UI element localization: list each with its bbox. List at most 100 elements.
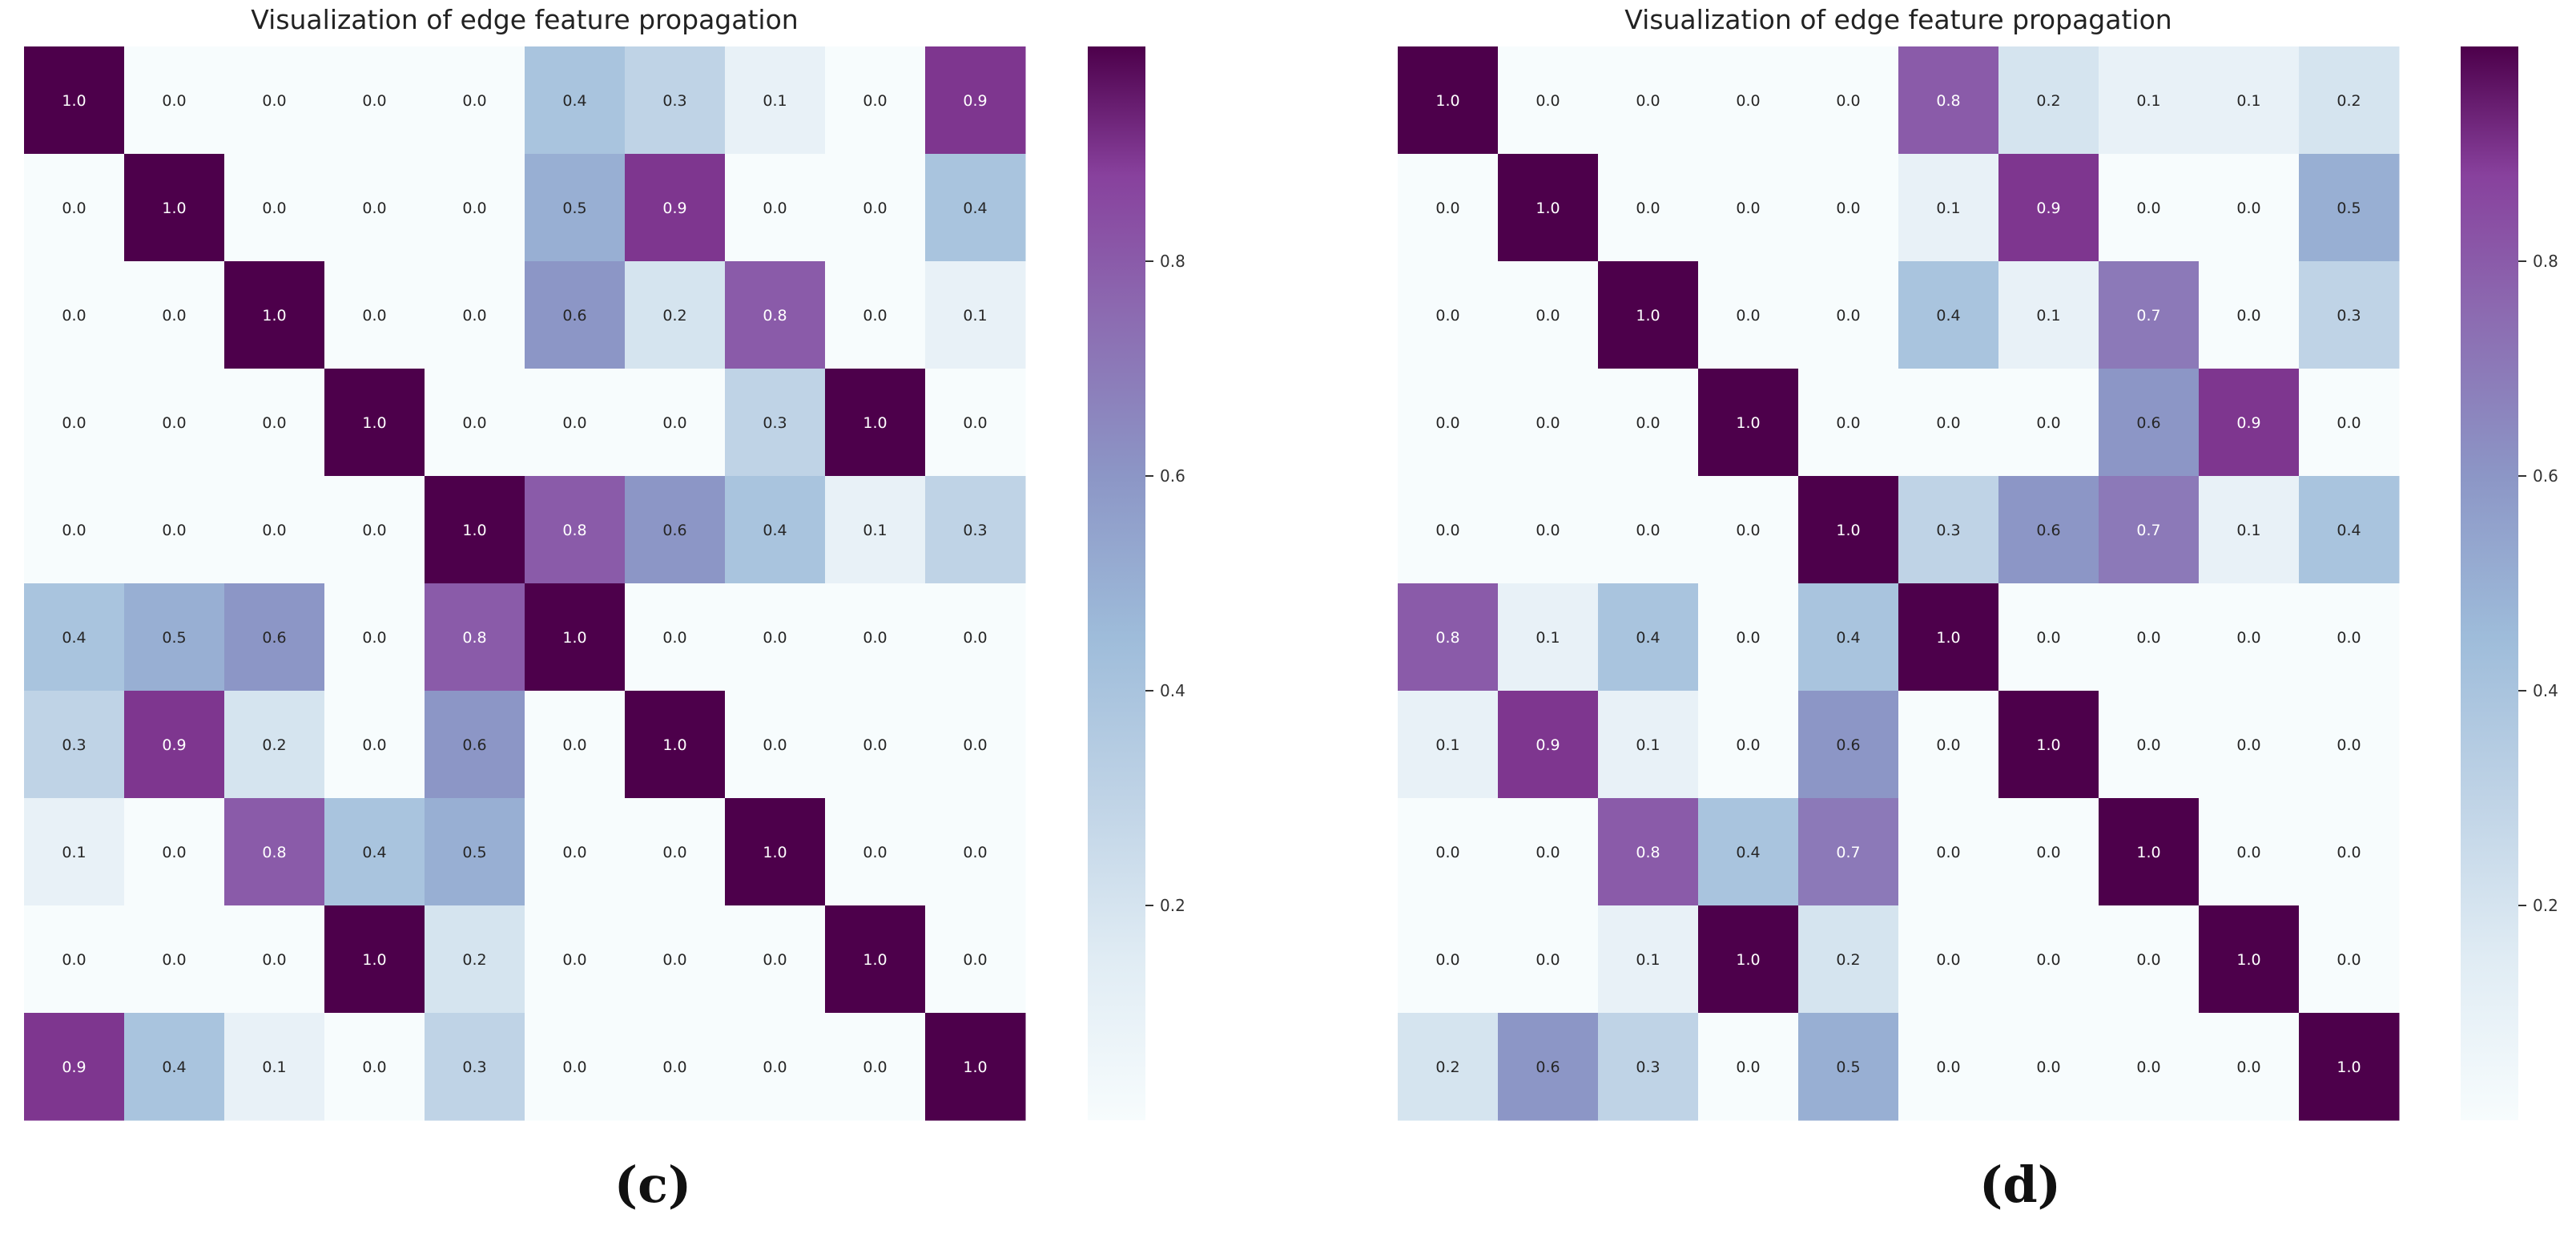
cell-value-label: 0.2	[662, 307, 686, 325]
heatmap-cell-r0-c9	[925, 46, 1026, 155]
heatmap-cell-r9-c9	[2299, 1013, 2400, 1121]
heatmap-cell-r4-c6	[1998, 476, 2099, 584]
cell-value-label: 0.0	[1836, 200, 1860, 217]
cell-value-label: 0.0	[1736, 736, 1760, 754]
cell-value-label: 0.0	[2236, 629, 2260, 647]
cell-value-label: 0.0	[863, 307, 887, 325]
heatmap-cell-r4-c4	[1798, 476, 1899, 584]
cell-value-label: 0.0	[1435, 522, 1459, 539]
heatmap-cell-r3-c2	[1598, 369, 1699, 477]
heatmap-cell-r1-c2	[1598, 154, 1699, 262]
cell-value-label: 0.0	[863, 736, 887, 754]
heatmap-cell-r1-c9	[2299, 154, 2400, 262]
heatmap-cell-r6-c6	[625, 691, 726, 799]
heatmap-cell-r3-c3	[1698, 369, 1799, 477]
heatmap-cell-r6-c5	[525, 691, 626, 799]
cell-value-label: 0.0	[1536, 307, 1560, 325]
cell-value-label: 0.9	[2236, 414, 2260, 432]
cell-value-label: 0.0	[863, 844, 887, 861]
cell-value-label: 0.0	[763, 200, 787, 217]
heatmap-cell-r7-c5	[1898, 798, 1999, 906]
heatmap-cell-r2-c3	[1698, 261, 1799, 369]
heatmap-cell-r6-c5	[1898, 691, 1999, 799]
heatmap-cell-r8-c3	[1698, 905, 1799, 1014]
heatmap-cell-r4-c1	[124, 476, 225, 584]
cell-value-label: 1.0	[1936, 629, 1960, 647]
heatmap-cell-r3-c1	[1498, 369, 1599, 477]
heatmap-cell-r9-c4	[425, 1013, 525, 1121]
cell-value-label: 0.0	[763, 1059, 787, 1076]
cell-value-label: 1.0	[1836, 522, 1860, 539]
colorbar-tick-label: 0.4	[1160, 681, 1185, 700]
heatmap-cell-r8-c9	[925, 905, 1026, 1014]
cell-value-label: 0.1	[262, 1059, 286, 1076]
heatmap-cell-r7-c6	[1998, 798, 2099, 906]
cell-value-label: 0.0	[1435, 844, 1459, 861]
heatmap-cell-r4-c5	[1898, 476, 1999, 584]
heatmap-cell-r2-c5	[1898, 261, 1999, 369]
heatmap-cell-r2-c8	[2199, 261, 2300, 369]
cell-value-label: 1.0	[763, 844, 787, 861]
cell-value-label: 1.0	[662, 736, 686, 754]
cell-value-label: 0.4	[62, 629, 86, 647]
cell-value-label: 0.7	[2136, 522, 2160, 539]
heatmap-cell-r1-c5	[1898, 154, 1999, 262]
cell-value-label: 0.0	[2036, 1059, 2060, 1076]
cell-value-label: 0.0	[1435, 307, 1459, 325]
heatmap-cell-r8-c5	[525, 905, 626, 1014]
heatmap-cell-r1-c3	[324, 154, 425, 262]
cell-value-label: 0.2	[1836, 951, 1860, 969]
heatmap-cell-r9-c5	[525, 1013, 626, 1121]
heatmap-cell-r6-c8	[825, 691, 926, 799]
heatmap-cell-r3-c4	[425, 369, 525, 477]
heatmap-cell-r1-c0	[1398, 154, 1499, 262]
heatmap-cell-r7-c9	[2299, 798, 2400, 906]
cell-value-label: 0.0	[262, 951, 286, 969]
heatmap-panel-0: Visualization of edge feature propagatio…	[24, 4, 1185, 1214]
cell-value-label: 0.0	[1736, 1059, 1760, 1076]
heatmap-cell-r4-c7	[2099, 476, 2200, 584]
cell-value-label: 0.1	[1936, 200, 1960, 217]
heatmap-cell-r7-c7	[725, 798, 826, 906]
cell-value-label: 0.2	[462, 951, 486, 969]
cell-value-label: 0.0	[2236, 307, 2260, 325]
cell-value-label: 0.8	[1936, 92, 1960, 110]
cell-value-label: 0.0	[2036, 951, 2060, 969]
heatmap-cell-r1-c5	[525, 154, 626, 262]
cell-value-label: 0.0	[1836, 307, 1860, 325]
cell-value-label: 0.5	[562, 200, 586, 217]
cell-value-label: 0.0	[362, 736, 386, 754]
heatmap-cell-r2-c7	[2099, 261, 2200, 369]
heatmap-cell-r5-c1	[1498, 583, 1599, 692]
cell-value-label: 0.6	[562, 307, 586, 325]
heatmap-cell-r4-c6	[625, 476, 726, 584]
heatmap-cell-r5-c5	[525, 583, 626, 692]
heatmap-cell-r1-c7	[725, 154, 826, 262]
cell-value-label: 0.8	[1435, 629, 1459, 647]
cell-value-label: 0.1	[2236, 92, 2260, 110]
cell-value-label: 0.0	[662, 414, 686, 432]
cell-value-label: 0.0	[462, 414, 486, 432]
cell-value-label: 0.0	[1736, 629, 1760, 647]
heatmap-cell-r7-c2	[1598, 798, 1699, 906]
heatmap-cell-r4-c9	[925, 476, 1026, 584]
cell-value-label: 0.4	[763, 522, 787, 539]
heatmap-cell-r7-c2	[224, 798, 325, 906]
cell-value-label: 0.0	[1636, 522, 1660, 539]
cell-value-label: 0.0	[1736, 522, 1760, 539]
heatmap-cell-r6-c3	[324, 691, 425, 799]
heatmap-cell-r8-c0	[1398, 905, 1499, 1014]
cell-value-label: 0.0	[662, 844, 686, 861]
cell-value-label: 0.0	[1536, 522, 1560, 539]
heatmap-cell-r0-c4	[1798, 46, 1899, 155]
cell-value-label: 0.0	[2136, 629, 2160, 647]
cell-value-label: 1.0	[2236, 951, 2260, 969]
cell-value-label: 0.5	[162, 629, 186, 647]
heatmap-cell-r3-c6	[625, 369, 726, 477]
heatmap-cell-r0-c1	[1498, 46, 1599, 155]
cell-value-label: 0.0	[2236, 1059, 2260, 1076]
heatmap-cell-r0-c3	[324, 46, 425, 155]
cell-value-label: 0.0	[462, 200, 486, 217]
heatmap-cell-r5-c8	[2199, 583, 2300, 692]
heatmap-cell-r8-c8	[825, 905, 926, 1014]
